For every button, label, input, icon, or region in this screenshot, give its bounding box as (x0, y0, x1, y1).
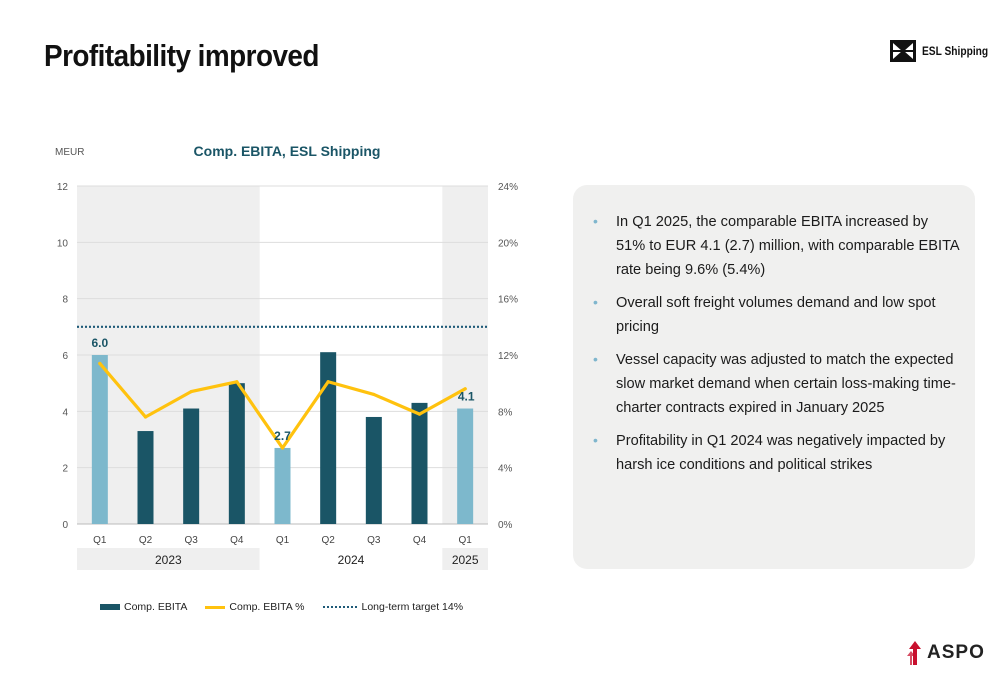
bullet-text: Profitability in Q1 2024 was negatively … (616, 433, 946, 473)
commentary-panel: • In Q1 2025, the comparable EBITA increa… (573, 185, 975, 569)
bar-data-label: 2.7 (274, 429, 291, 443)
brand-name: ESL Shipping (922, 44, 989, 58)
x-tick-label: Q3 (184, 535, 198, 546)
y2-tick-label: 8% (498, 407, 513, 418)
y-tick-label: 4 (62, 407, 68, 418)
bar (183, 408, 200, 524)
ebita-rate-point (463, 387, 467, 391)
chart-text: MEUR Comp. EBITA, ESL Shipping 2023 2024 2… (55, 143, 518, 567)
y-tick-label: 0 (62, 520, 68, 531)
bar (274, 447, 291, 524)
chart-legend: Comp. EBITA Comp. EBITA % Long-term targ… (100, 601, 481, 613)
bar (228, 383, 245, 524)
bar (91, 355, 108, 524)
x-tick-label: Q1 (276, 535, 290, 546)
year-label: 2024 (338, 553, 365, 567)
legend-item-line: Comp. EBITA % (205, 601, 305, 613)
x-tick-label: Q2 (139, 535, 153, 546)
x-tick-label: Q2 (321, 535, 335, 546)
bar (320, 352, 337, 524)
bar (411, 402, 428, 524)
rate-line-layer (98, 361, 467, 450)
x-tick-label: Q1 (458, 535, 472, 546)
y-axis-label: MEUR (55, 147, 84, 158)
chart-title: Comp. EBITA, ESL Shipping (194, 143, 381, 159)
bar (457, 408, 474, 524)
x-tick-label: Q3 (367, 535, 381, 546)
y-tick-label: 6 (62, 351, 68, 362)
bar (365, 416, 382, 524)
x-tick-label: Q4 (413, 535, 427, 546)
ebita-chart: MEUR Comp. EBITA, ESL Shipping 2023 2024 2… (55, 143, 518, 570)
bullet-dot-icon: • (593, 213, 598, 229)
y2-tick-label: 16% (498, 295, 518, 306)
ebita-rate-point (417, 412, 422, 416)
bullet-item: • Vessel capacity was adjusted to match t… (589, 348, 959, 420)
y-tick-label: 10 (57, 238, 69, 249)
y2-tick-label: 12% (498, 351, 518, 362)
legend-label: Long-term target 14% (361, 601, 464, 613)
year-label: 2023 (155, 553, 182, 567)
y-tick-label: 12 (57, 182, 69, 193)
bullet-list: • In Q1 2025, the comparable EBITA increa… (589, 210, 959, 486)
y2-tick-label: 20% (498, 238, 518, 249)
legend-swatch-line (205, 605, 226, 609)
ebita-rate-point (235, 380, 239, 384)
x-tick-label: Q4 (230, 535, 244, 546)
y-tick-label: 8 (62, 295, 68, 306)
bar-data-label: 4.1 (458, 390, 475, 404)
bullet-item: • Overall soft freight volumes demand and… (589, 291, 959, 339)
bar (137, 431, 154, 524)
esl-logo-icon (890, 40, 916, 62)
bullet-text: Overall soft freight volumes demand and … (616, 295, 936, 335)
aspo-wordmark: ASPO (927, 642, 985, 663)
year-band (442, 548, 488, 570)
legend-label: Comp. EBITA % (229, 601, 305, 613)
y2-tick-label: 4% (498, 464, 513, 475)
y2-tick-label: 24% (498, 182, 518, 193)
legend-item-target: Long-term target 14% (322, 601, 464, 613)
year-band (77, 548, 260, 570)
legend-item-bar: Comp. EBITA (100, 601, 187, 613)
ebita-rate-point (98, 361, 102, 366)
bullet-dot-icon: • (593, 294, 598, 310)
bullet-text: In Q1 2025, the comparable EBITA increas… (616, 214, 959, 278)
aspo-logo-icon (907, 641, 921, 665)
ebita-rate-point (280, 446, 285, 450)
ebita-rate-point (326, 380, 330, 384)
aspo-logo: ASPO (906, 640, 985, 666)
page-title: Profitability improved (44, 38, 319, 73)
legend-label: Comp. EBITA (124, 601, 188, 613)
bars (91, 352, 474, 524)
bar-data-label: 6.0 (91, 336, 108, 350)
bullet-text: Vessel capacity was adjusted to match th… (616, 352, 956, 416)
year-band (259, 548, 443, 570)
ebita-rate-point (189, 390, 193, 394)
y-tick-label: 2 (62, 464, 68, 475)
y2-tick-label: 0% (498, 520, 513, 531)
bullet-dot-icon: • (593, 351, 598, 367)
legend-swatch-target (322, 606, 357, 608)
bullet-dot-icon: • (593, 432, 598, 448)
x-tick-label: Q1 (93, 535, 107, 546)
brand-logo: ESL Shipping (890, 40, 1000, 62)
ebita-rate-point (372, 392, 376, 397)
year-label: 2025 (452, 553, 479, 567)
ebita-rate-point (143, 415, 148, 419)
bullet-item: • Profitability in Q1 2024 was negatively… (589, 429, 959, 477)
legend-swatch-bar (100, 604, 120, 610)
bullet-item: • In Q1 2025, the comparable EBITA increa… (589, 210, 959, 282)
